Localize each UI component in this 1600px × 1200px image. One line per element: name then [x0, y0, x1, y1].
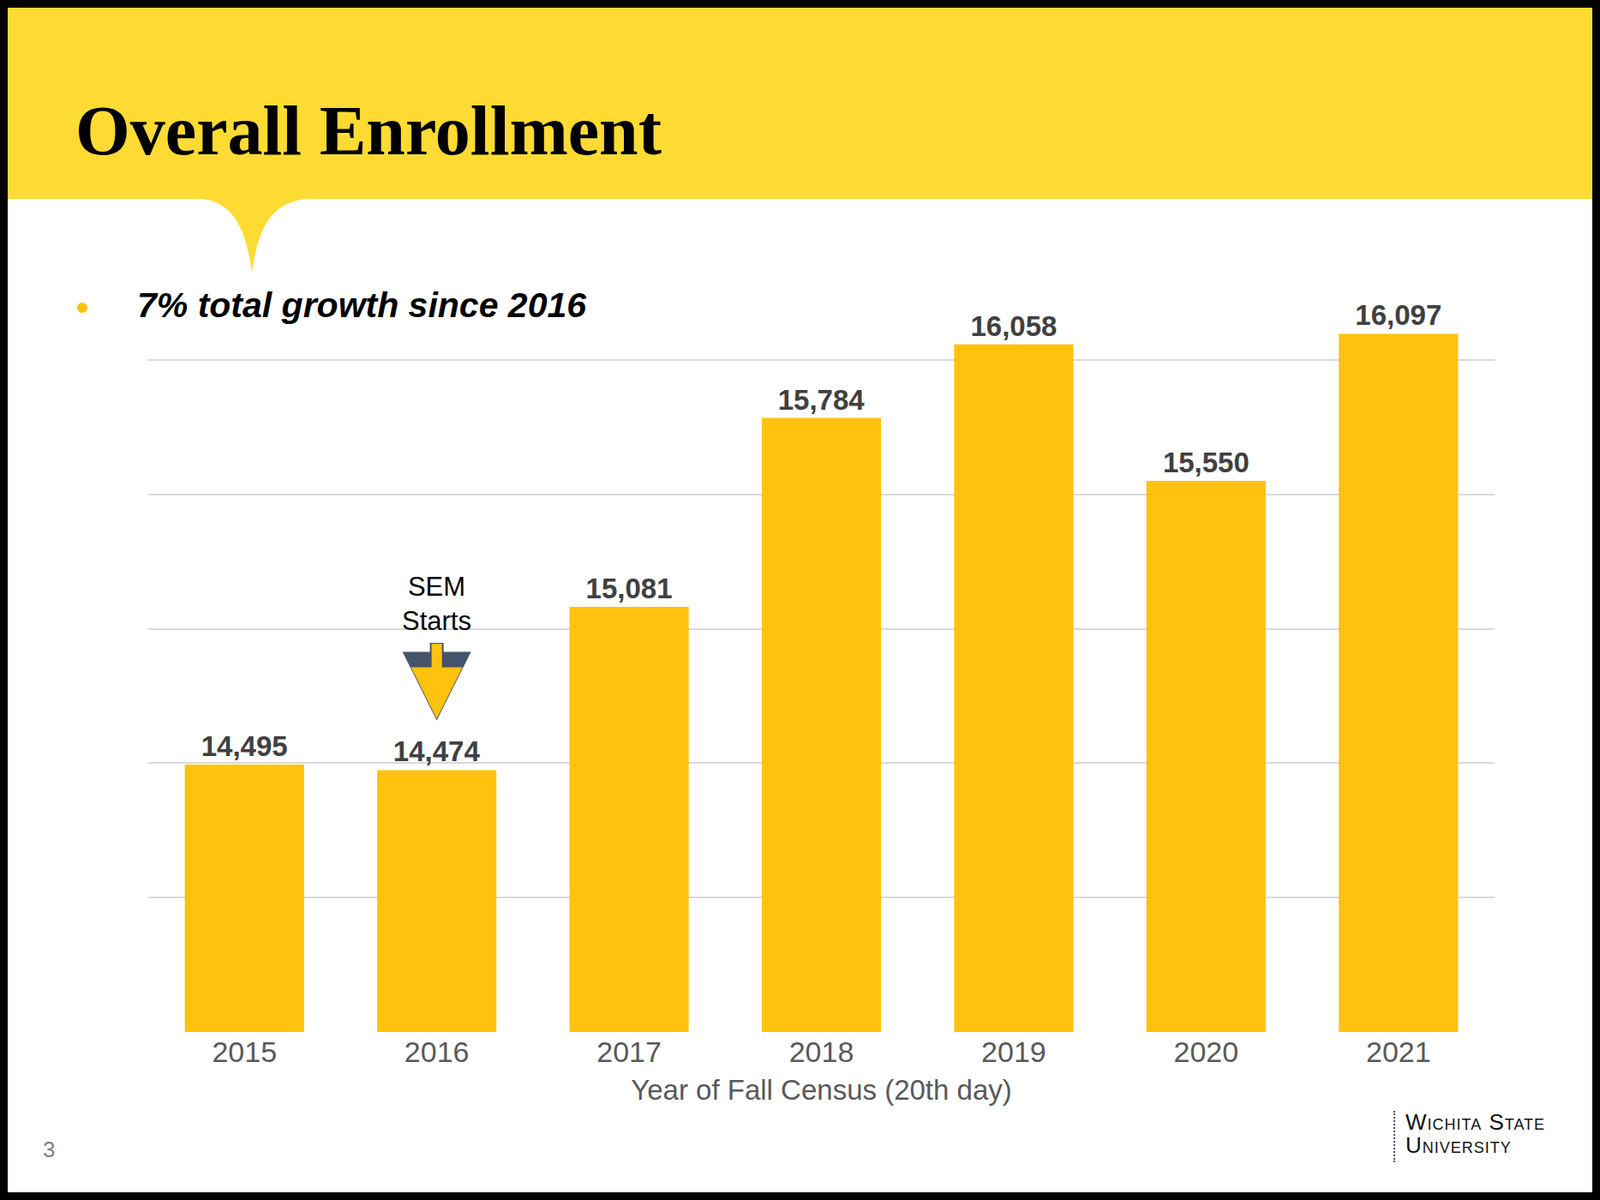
svg-text:15,081: 15,081: [586, 572, 673, 605]
html-text:3: 3: [42, 1136, 56, 1163]
svg-text:15,784: 15,784: [778, 383, 866, 416]
svg-text:15,550: 15,550: [1162, 446, 1250, 479]
svg-text:2015: 2015: [211, 1035, 277, 1068]
svg-text:16,058: 16,058: [970, 310, 1057, 342]
svg-text:SEMStarts: SEMStarts: [401, 571, 472, 636]
svg-text:2018: 2018: [789, 1035, 855, 1068]
svg-text:14,495: 14,495: [201, 730, 288, 762]
html-text:7% total growth since 2016: 7% total growth since 2016: [137, 285, 587, 325]
svg-text:14,474: 14,474: [393, 735, 481, 768]
svg-text:16,097: 16,097: [1354, 299, 1442, 331]
svg-text:Year of Fall Census (20th day): Year of Fall Census (20th day): [630, 1073, 1013, 1106]
svg-text:2016: 2016: [404, 1035, 470, 1068]
html-text:University: University: [1405, 1132, 1512, 1159]
svg-text:2019: 2019: [981, 1035, 1047, 1068]
svg-text:2020: 2020: [1174, 1035, 1240, 1068]
svg-text:2017: 2017: [596, 1035, 662, 1068]
svg-text:2021: 2021: [1366, 1035, 1432, 1068]
html-text:Overall Enrollment: Overall Enrollment: [75, 91, 662, 170]
html-text:Wichita State: Wichita State: [1405, 1108, 1546, 1135]
